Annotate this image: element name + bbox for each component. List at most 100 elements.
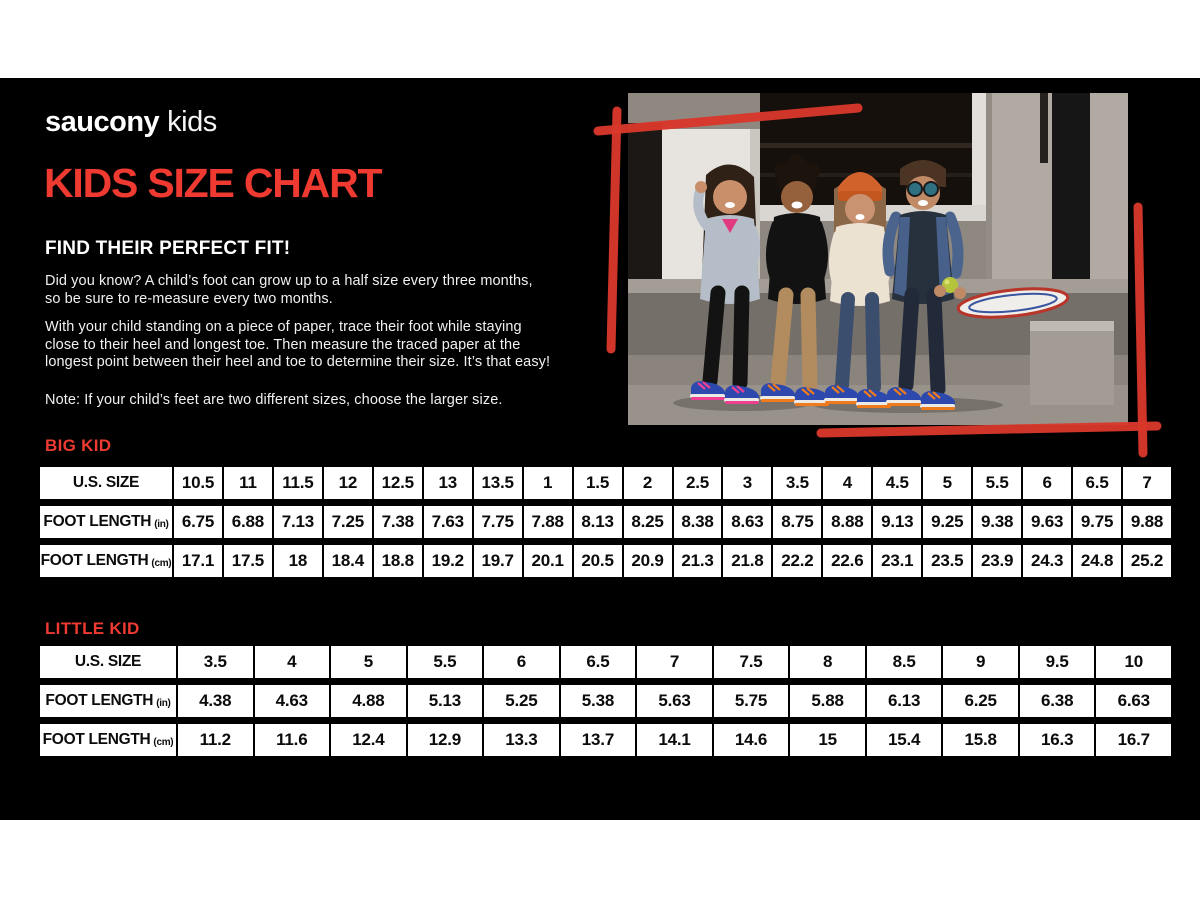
table-cell: 6.75 (174, 504, 224, 540)
row-label-unit: (cm) (151, 557, 172, 569)
table-cell: 8.5 (866, 644, 944, 680)
table-cell: 12.5 (373, 465, 424, 501)
table-cell: 20.9 (623, 543, 674, 579)
row-label-unit: (in) (156, 697, 171, 709)
table-cell: 14.1 (637, 722, 714, 758)
table-cell: 5.88 (790, 683, 867, 719)
table-cell: 4.5 (873, 465, 924, 501)
table-cell: 6 (484, 644, 561, 680)
table-cell: 16.3 (1019, 722, 1097, 758)
table-cell: 19.7 (473, 543, 524, 579)
table-cell: 9.25 (923, 504, 974, 540)
table-cell: 16.7 (1096, 722, 1173, 758)
table-cell: 25.2 (1123, 543, 1173, 579)
table-cell: 14.6 (713, 722, 791, 758)
table-cell: 11.6 (254, 722, 332, 758)
table-cell: 11.5 (273, 465, 324, 501)
table-cell: 4 (254, 644, 332, 680)
table-cell: 7.13 (273, 504, 324, 540)
intro-heading: FIND THEIR PERFECT FIT! (45, 238, 291, 259)
table-cell: 6.5 (1073, 465, 1124, 501)
table-cell: 4 (823, 465, 874, 501)
table-cell: 9.75 (1073, 504, 1124, 540)
table-cell: 9 (943, 644, 1020, 680)
table-row: FOOT LENGTH (in) 4.38 4.63 4.88 5.13 5.25 5.38 5… (38, 683, 1173, 719)
table-cell: 10.5 (174, 465, 224, 501)
table-cell: 15.8 (943, 722, 1020, 758)
brand-name-bold: saucony (45, 106, 160, 138)
table-cell: 9.38 (973, 504, 1024, 540)
table-row: FOOT LENGTH (cm) 17.1 17.5 18 18.4 18.8 19.2 19.… (38, 543, 1173, 579)
table-cell: 8.63 (723, 504, 774, 540)
red-frame-stroke-left (606, 106, 622, 354)
table-cell: 8.75 (773, 504, 824, 540)
table-cell: 23.9 (973, 543, 1024, 579)
table-cell: 23.5 (923, 543, 974, 579)
red-frame-stroke-bottom (816, 421, 1162, 438)
row-label: U.S. SIZE (38, 644, 178, 680)
intro-note: Note: If your child’s feet are two diffe… (45, 392, 503, 408)
table-cell: 1.5 (573, 465, 624, 501)
table-cell: 22.2 (773, 543, 824, 579)
table-cell: 8.38 (673, 504, 724, 540)
table-cell: 7.63 (423, 504, 474, 540)
row-label-unit: (cm) (153, 736, 174, 748)
table-cell: 18.4 (323, 543, 374, 579)
table-cell: 13.3 (484, 722, 561, 758)
table-cell: 7 (637, 644, 714, 680)
table-cell: 24.3 (1023, 543, 1074, 579)
table-cell: 18 (273, 543, 324, 579)
section-label-little-kid: LITTLE KID (45, 619, 140, 638)
intro-paragraph-2: With your child standing on a piece of p… (45, 319, 551, 371)
table-cell: 18.8 (373, 543, 424, 579)
table-cell: 1 (523, 465, 574, 501)
brand-name-light: kids (167, 106, 217, 138)
table-cell: 6.88 (223, 504, 274, 540)
table-cell: 8.13 (573, 504, 624, 540)
table-cell: 8.25 (623, 504, 674, 540)
table-cell: 7.75 (473, 504, 524, 540)
table-cell: 4.38 (178, 683, 255, 719)
table-row: U.S. SIZE 10.5 11 11.5 12 12.5 13 13.5 1 1.5 2 2.5 3… (38, 465, 1173, 501)
table-cell: 11.2 (178, 722, 255, 758)
row-label: U.S. SIZE (38, 465, 174, 501)
table-cell: 7.38 (373, 504, 424, 540)
table-cell: 2 (623, 465, 674, 501)
table-cell: 20.5 (573, 543, 624, 579)
table-cell: 9.88 (1123, 504, 1173, 540)
table-cell: 24.8 (1073, 543, 1124, 579)
table-cell: 19.2 (423, 543, 474, 579)
table-cell: 15 (790, 722, 867, 758)
table-row: FOOT LENGTH (cm) 11.2 11.6 12.4 12.9 13.3 13.7 1… (38, 722, 1173, 758)
big-kid-size-table: U.S. SIZE 10.5 11 11.5 12 12.5 13 13.5 1 1.5 2 2.5 3… (38, 465, 1173, 582)
table-cell: 11 (223, 465, 274, 501)
table-cell: 22.6 (823, 543, 874, 579)
table-cell: 6.13 (866, 683, 944, 719)
page-title: KIDS SIZE CHART (44, 160, 383, 206)
table-cell: 5.13 (407, 683, 485, 719)
table-cell: 15.4 (866, 722, 944, 758)
table-cell: 5 (331, 644, 408, 680)
table-cell: 9.13 (873, 504, 924, 540)
table-row: FOOT LENGTH (in) 6.75 6.88 7.13 7.25 7.38 7.63 7… (38, 504, 1173, 540)
table-cell: 12.4 (331, 722, 408, 758)
table-cell: 5.5 (973, 465, 1024, 501)
table-cell: 5.38 (560, 683, 638, 719)
table-cell: 5.5 (407, 644, 485, 680)
size-chart-poster: saucony kids KIDS SIZE CHART FIND THEIR P… (0, 78, 1200, 820)
red-frame-stroke-right (1133, 202, 1148, 458)
table-cell: 4.63 (254, 683, 332, 719)
table-cell: 6.5 (560, 644, 638, 680)
table-cell: 6 (1023, 465, 1074, 501)
section-label-big-kid: BIG KID (45, 436, 112, 455)
brand-logo: saucony kids (45, 106, 217, 139)
table-cell: 5 (923, 465, 974, 501)
table-cell: 17.5 (223, 543, 274, 579)
row-label: FOOT LENGTH (in) (38, 683, 178, 719)
table-cell: 5.25 (484, 683, 561, 719)
table-cell: 6.38 (1019, 683, 1097, 719)
table-cell: 5.75 (713, 683, 791, 719)
table-cell: 13.5 (473, 465, 524, 501)
table-cell: 7.5 (713, 644, 791, 680)
table-cell: 20.1 (523, 543, 574, 579)
